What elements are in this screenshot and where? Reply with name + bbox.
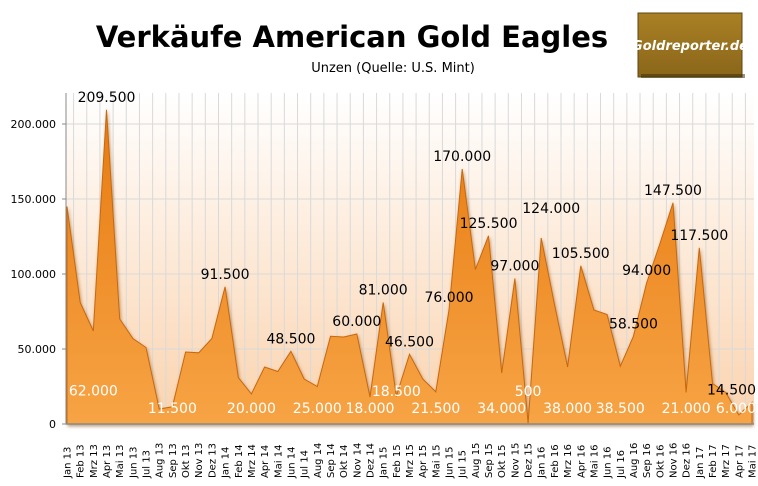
x-tick-label: Nov 16 [668,443,679,478]
data-label: 25.000 [293,401,342,417]
data-label: 125.500 [460,216,518,232]
x-tick-label: Aug 16 [629,443,640,478]
data-label: 14.500 [707,382,756,398]
logo: Goldreporter.de [632,13,748,78]
x-tick-label: Mrz 17 [721,444,732,478]
x-tick-label: Apr 16 [576,445,587,478]
data-label: 18.000 [345,401,394,417]
x-tick-label: Feb 17 [708,444,719,478]
data-label: 105.500 [552,246,610,262]
x-tick-label: Aug 13 [155,443,166,478]
y-tick-label: 100.000 [11,268,57,281]
logo-shadow [641,74,745,78]
x-tick-label: Aug 14 [313,443,324,478]
x-tick-label: Jan 15 [379,447,390,479]
x-tick-label: Sep 15 [484,443,495,478]
y-tick-label: 0 [49,418,56,431]
x-tick-label: Feb 13 [76,444,87,478]
data-label: 124.000 [522,201,580,217]
data-label: 38.000 [543,401,592,417]
x-tick-label: Okt 16 [655,445,666,479]
x-tick-label: Jul 13 [142,450,153,479]
x-tick-label: Jun 13 [128,446,139,479]
data-label: 60.000 [332,314,381,330]
data-label: 94.000 [622,263,671,279]
x-tick-label: Nov 14 [352,443,363,478]
x-tick-label: Nov 15 [510,443,521,478]
x-tick-label: Mrz 14 [247,444,258,478]
data-label: 62.000 [69,384,118,400]
data-label: 46.500 [385,334,434,350]
x-tick-label: Jul 15 [458,450,469,479]
x-tick-label: Apr 17 [734,445,745,478]
data-label: 97.000 [490,259,539,275]
x-tick-label: Sep 14 [326,443,337,478]
x-tick-label: Apr 14 [260,445,271,478]
data-label: 209.500 [78,90,136,106]
x-tick-label: Okt 15 [497,445,508,479]
x-tick-label: Aug 15 [471,443,482,478]
x-tick-label: Mrz 15 [405,444,416,478]
x-tick-label: Jul 16 [616,450,627,479]
x-tick-label: Feb 15 [392,444,403,478]
chart-title: Verkäufe American Gold Eagles [96,20,608,54]
x-tick-label: Apr 13 [102,445,113,478]
x-tick-label: Jan 14 [221,447,232,479]
data-label: 34.000 [477,401,526,417]
x-tick-label: Mrz 16 [563,444,574,478]
x-tick-label: Nov 13 [194,443,205,478]
data-label: 20.000 [227,401,276,417]
x-tick-label: Jun 14 [286,446,297,479]
data-label: 91.500 [201,267,250,283]
data-label: 147.500 [644,183,702,199]
x-tick-label: Sep 13 [168,443,179,478]
x-tick-label: Dez 16 [682,443,693,478]
data-label: 58.500 [609,316,658,332]
y-tick-label: 200.000 [11,118,57,131]
x-tick-label: Jul 14 [300,450,311,479]
x-tick-label: Mai 15 [431,445,442,478]
y-tick-label: 150.000 [11,193,57,206]
data-label: 81.000 [359,283,408,299]
y-tick-label: 50.000 [18,343,57,356]
x-tick-label: Jun 15 [445,446,456,479]
x-tick-label: Apr 15 [418,445,429,478]
x-tick-label: Feb 14 [234,444,245,478]
x-tick-label: Jun 16 [603,446,614,479]
x-tick-label: Mai 14 [273,445,284,478]
chart-subtitle: Unzen (Quelle: U.S. Mint) [311,61,475,76]
x-tick-label: Mai 16 [589,445,600,478]
x-tick-label: Dez 13 [207,443,218,478]
x-tick-label: Sep 16 [642,443,653,478]
x-tick-label: Okt 14 [339,445,350,479]
data-label: 11.500 [148,401,197,417]
y-axis: 0 50.000 100.000 150.000 200.000 [11,118,67,431]
x-tick-label: Feb 16 [550,444,561,478]
x-tick-label: Mrz 13 [89,444,100,478]
data-label: 170.000 [433,149,491,165]
x-tick-label: Mai 13 [115,445,126,478]
data-label: 76.000 [425,290,474,306]
data-label: 21.000 [662,401,711,417]
data-label: 117.500 [670,228,728,244]
data-label: 6.000 [716,401,756,417]
logo-text: Goldreporter.de [632,39,748,54]
data-label: 21.500 [411,401,460,417]
x-tick-label: Jan 17 [695,447,706,479]
x-tick-label: Jan 16 [537,447,548,479]
data-label: 500 [515,384,542,400]
data-label: 48.500 [266,331,315,347]
data-label: 38.500 [596,401,645,417]
x-tick-label: Mai 17 [748,445,758,478]
x-tick-label: Dez 15 [524,443,535,478]
x-tick-label: Dez 14 [365,443,376,478]
x-tick-label: Okt 13 [181,445,192,479]
x-tick-label: Jan 13 [63,447,74,479]
data-label: 18.500 [372,384,421,400]
